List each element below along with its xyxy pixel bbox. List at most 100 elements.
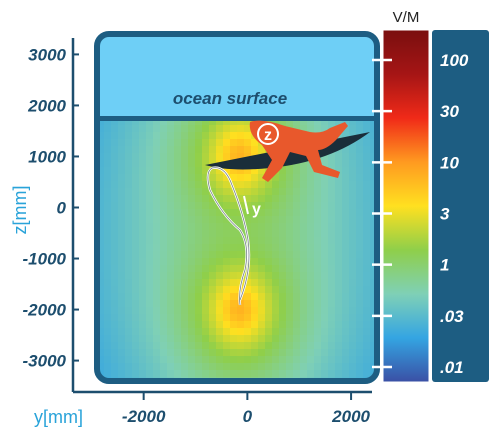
heatmap-cell [223, 202, 231, 210]
heatmap-cell [209, 356, 217, 364]
z-marker-circle [257, 123, 279, 145]
heatmap-cell [342, 286, 350, 294]
heatmap-cell [160, 195, 168, 203]
heatmap-cell [118, 314, 126, 322]
heatmap-cell [272, 265, 280, 273]
heatmap-cell [244, 125, 252, 133]
heatmap-cell [146, 216, 154, 224]
heatmap-cell [335, 181, 343, 189]
heatmap-cell [272, 335, 280, 343]
heatmap-cell [363, 195, 371, 203]
heatmap-cell [195, 258, 203, 266]
heatmap-cell [286, 202, 294, 210]
heatmap-cell [153, 160, 161, 168]
heatmap-cell [216, 237, 224, 245]
heatmap-cell [118, 174, 126, 182]
heatmap-cell [328, 195, 336, 203]
heatmap-cell [356, 174, 364, 182]
heatmap-cell [363, 265, 371, 273]
heatmap-cell [279, 300, 287, 308]
heatmap-cell [181, 118, 189, 126]
heatmap-cell [188, 363, 196, 371]
heatmap-cell [111, 293, 119, 301]
heatmap-cell [139, 307, 147, 315]
heatmap-cell [125, 167, 133, 175]
heatmap-cell [265, 188, 273, 196]
heatmap-cell [356, 258, 364, 266]
heatmap-cell [335, 300, 343, 308]
heatmap-cell [349, 160, 357, 168]
heatmap-cell [265, 370, 273, 378]
heatmap-cell [356, 230, 364, 238]
heatmap-cell [300, 307, 308, 315]
heatmap-cell [293, 272, 301, 280]
heatmap-cell [363, 342, 371, 350]
heatmap-cell [139, 349, 147, 357]
heatmap-cell [328, 293, 336, 301]
heatmap-cell [307, 174, 315, 182]
heatmap-cell [118, 223, 126, 231]
heatmap-cell [167, 223, 175, 231]
heatmap-cell [125, 188, 133, 196]
heatmap-cell [335, 279, 343, 287]
heatmap-cell [104, 279, 112, 287]
heatmap-cell [300, 125, 308, 133]
heatmap-cell [230, 258, 238, 266]
heatmap-cell [153, 363, 161, 371]
heatmap-cell [202, 202, 210, 210]
heatmap-cell [363, 216, 371, 224]
heatmap-cell [104, 349, 112, 357]
heatmap-cell [363, 349, 371, 357]
heatmap-cell [293, 286, 301, 294]
heatmap-cell [125, 181, 133, 189]
heatmap-cell [307, 167, 315, 175]
heatmap-cell [181, 132, 189, 140]
heatmap-cell [293, 251, 301, 259]
heatmap-cell [97, 258, 105, 266]
heatmap-cell [356, 237, 364, 245]
heatmap-cell [125, 363, 133, 371]
heatmap-cell [223, 286, 231, 294]
heatmap-cell [230, 125, 238, 133]
heatmap-cell [216, 125, 224, 133]
heatmap-cell [363, 118, 371, 126]
heatmap-cell [321, 209, 329, 217]
heatmap-cell [97, 146, 105, 154]
heatmap-cell [195, 265, 203, 273]
heatmap-cell [104, 230, 112, 238]
heatmap-cell [139, 279, 147, 287]
heatmap-cell [160, 272, 168, 280]
heatmap-cell [349, 125, 357, 133]
heatmap-cell [97, 244, 105, 252]
heatmap-cell [237, 258, 245, 266]
heatmap-cell [202, 335, 210, 343]
heatmap-cell [335, 258, 343, 266]
heatmap-cell [272, 272, 280, 280]
colorbar-tick-label: .01 [440, 358, 464, 377]
heatmap-cell [188, 153, 196, 161]
heatmap-cell [181, 258, 189, 266]
heatmap-cell [321, 202, 329, 210]
heatmap-cell [125, 293, 133, 301]
colorbar-tick-label: 100 [440, 51, 469, 70]
heatmap-cell [272, 349, 280, 357]
heatmap-cell [125, 370, 133, 378]
heatmap-cell [314, 230, 322, 238]
heatmap-cell [153, 223, 161, 231]
heatmap-cell [223, 216, 231, 224]
heatmap-cell [244, 118, 252, 126]
heatmap-cell [370, 251, 377, 259]
heatmap-cell [188, 160, 196, 168]
heatmap-cell [230, 356, 238, 364]
heatmap-cell [300, 314, 308, 322]
heatmap-cell [195, 272, 203, 280]
heatmap-cell [132, 286, 140, 294]
heatmap-cell [328, 314, 336, 322]
heatmap-cell [335, 272, 343, 280]
heatmap-cell [132, 230, 140, 238]
heatmap-cell [97, 216, 105, 224]
heatmap-cell [153, 279, 161, 287]
heatmap-cell [349, 307, 357, 315]
heatmap-cell [181, 209, 189, 217]
heatmap-cell [209, 195, 217, 203]
